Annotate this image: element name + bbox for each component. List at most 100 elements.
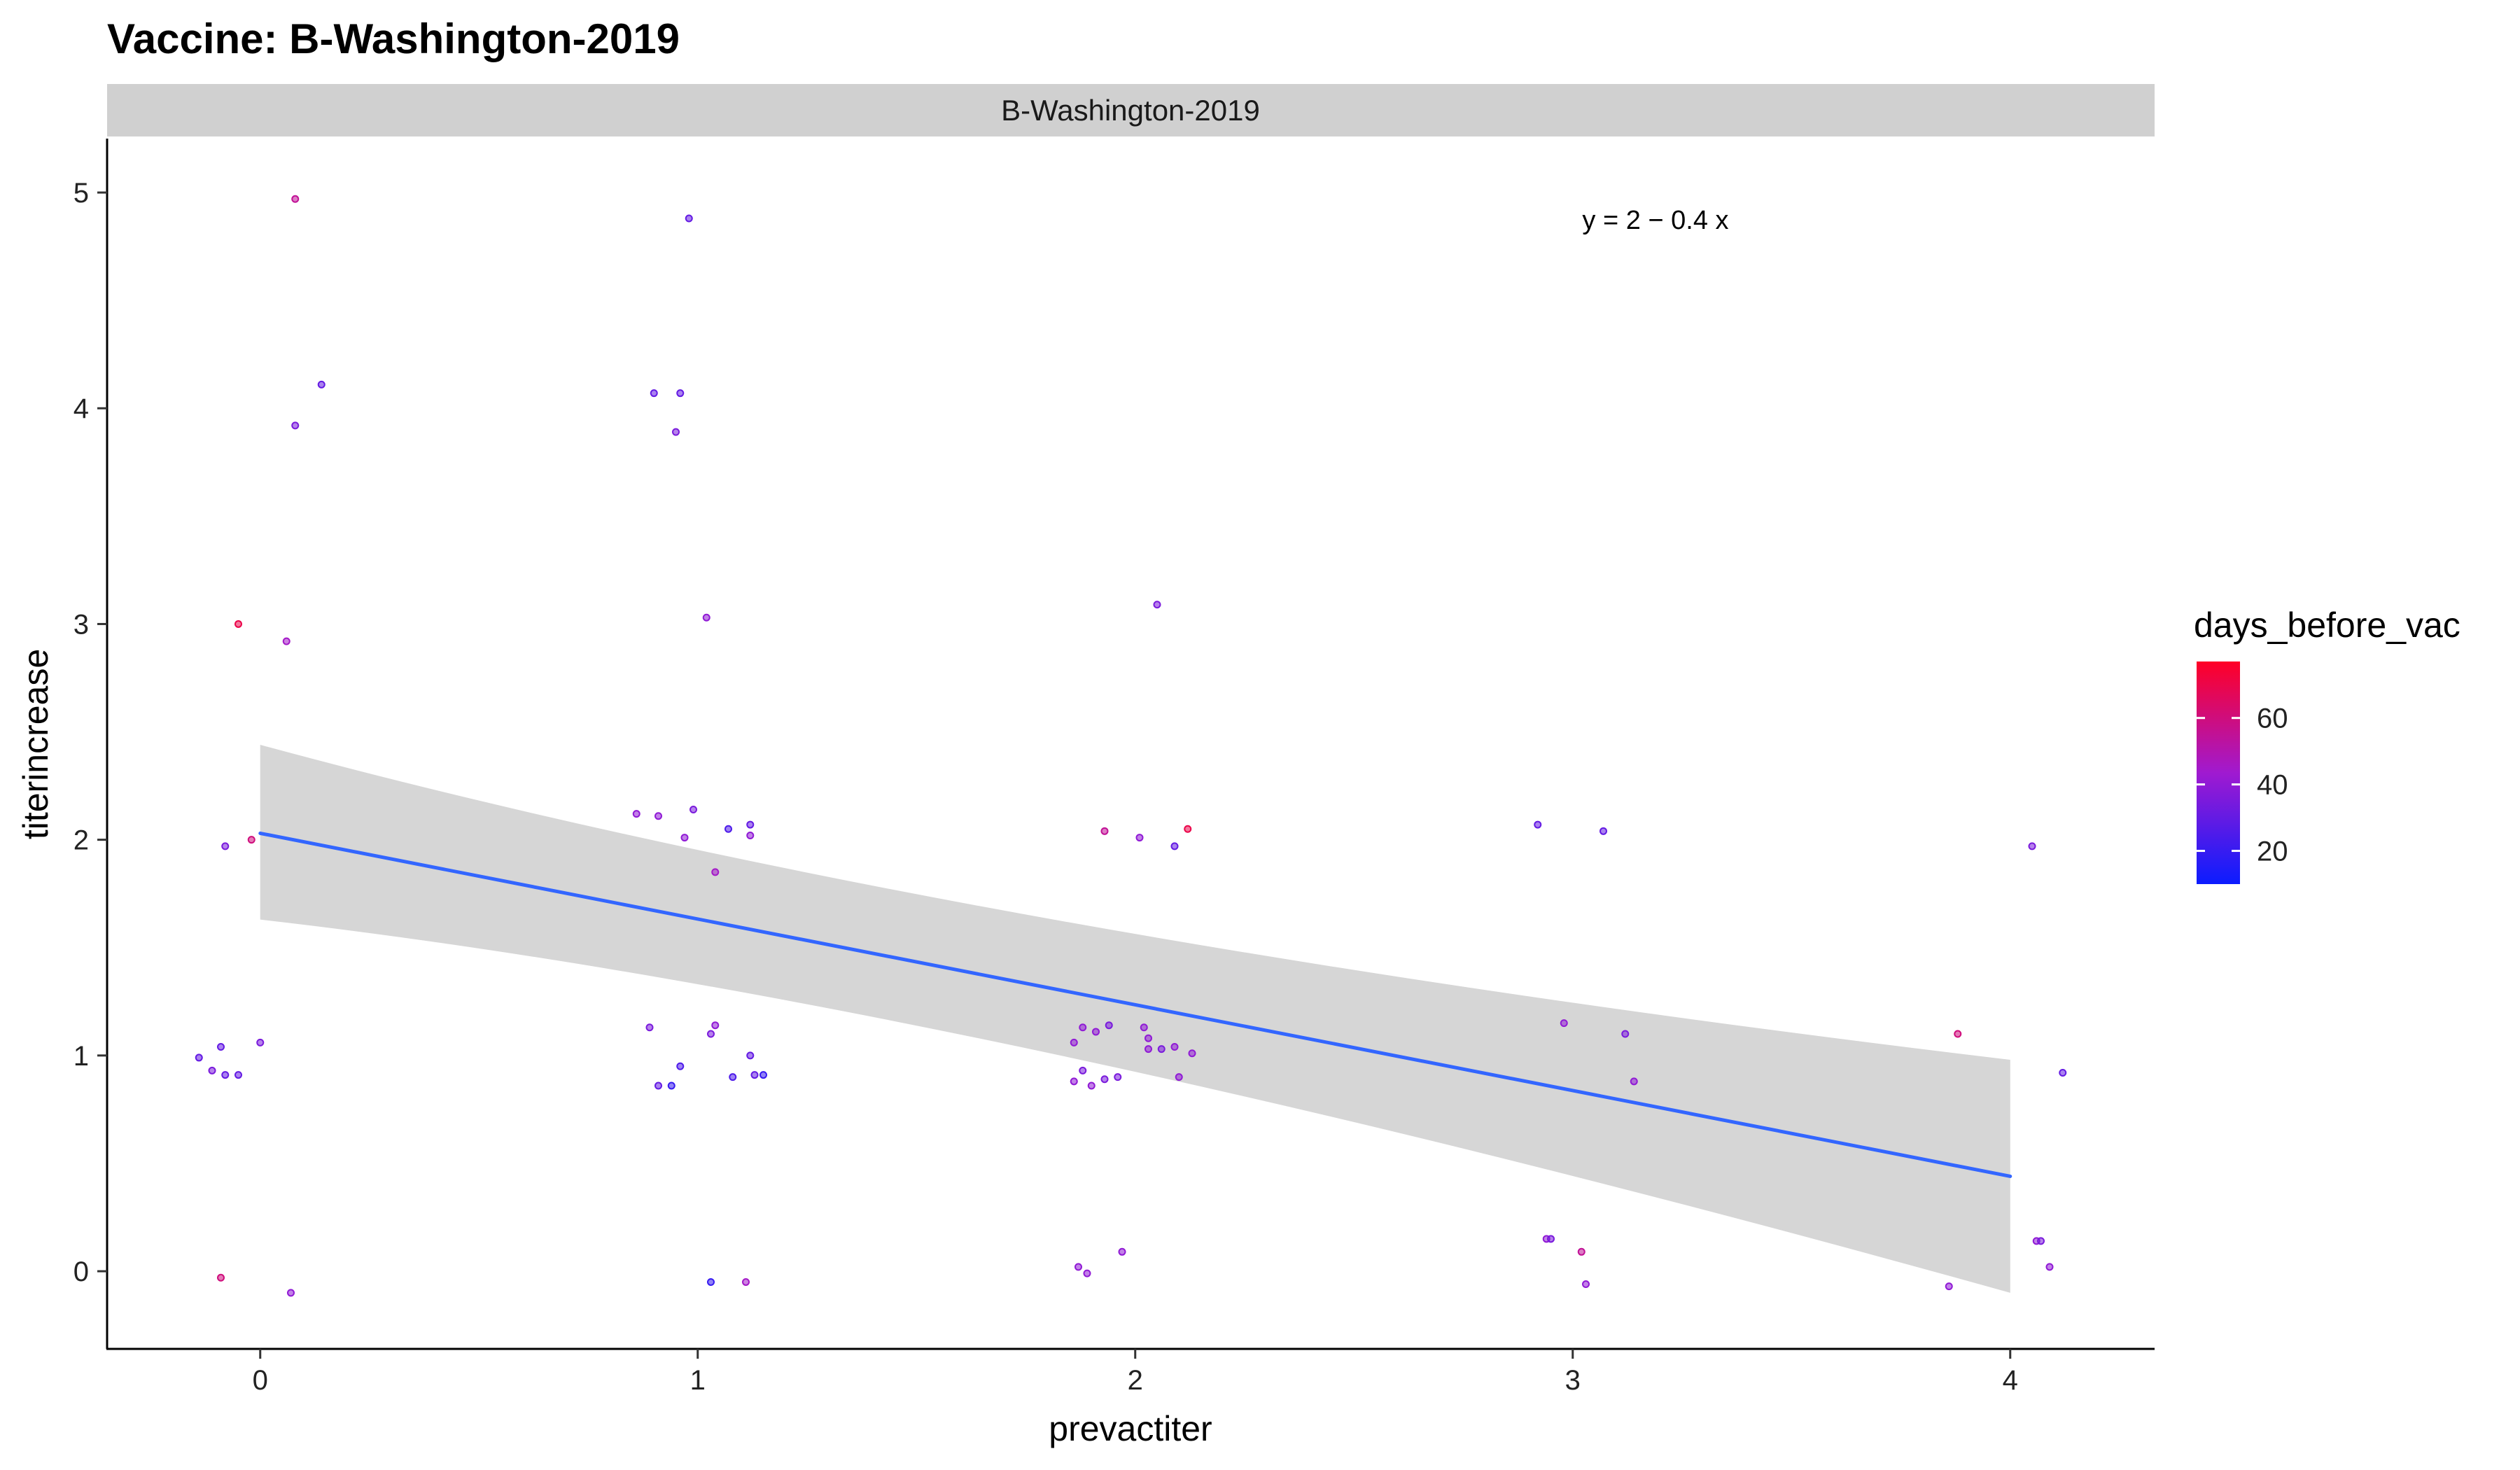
- data-point: [217, 1273, 225, 1282]
- data-point: [2045, 1263, 2054, 1271]
- data-point: [234, 1071, 242, 1079]
- chart-title: Vaccine: B-Washington-2019: [107, 15, 680, 62]
- data-point: [746, 1051, 755, 1060]
- x-tick-label: 0: [253, 1365, 268, 1396]
- data-point: [247, 836, 255, 844]
- data-point: [667, 1082, 676, 1090]
- data-point: [1547, 1235, 1555, 1243]
- data-point: [746, 831, 755, 839]
- y-axis-title: titerincrease: [16, 649, 55, 839]
- data-point: [1170, 1043, 1179, 1051]
- data-point: [1114, 1073, 1122, 1082]
- data-point: [291, 421, 300, 430]
- x-axis-title: prevactiter: [1049, 1409, 1212, 1448]
- data-point: [2059, 1069, 2067, 1077]
- x-tick-label: 4: [2003, 1365, 2018, 1396]
- data-point: [742, 1278, 750, 1286]
- data-point: [256, 1038, 265, 1046]
- data-point: [234, 620, 242, 628]
- data-point: [729, 1073, 737, 1082]
- data-point: [672, 428, 680, 436]
- data-point: [1188, 1049, 1196, 1058]
- data-point: [707, 1030, 715, 1038]
- facet-label: B-Washington-2019: [1001, 94, 1260, 127]
- data-point: [1621, 1030, 1630, 1038]
- data-point: [1175, 1073, 1183, 1082]
- data-point: [317, 380, 326, 388]
- confidence-band-layer: [260, 745, 2010, 1293]
- y-tick-label: 2: [74, 825, 89, 856]
- data-point: [632, 810, 640, 818]
- data-point: [1170, 842, 1179, 850]
- y-tick-label: 3: [74, 609, 89, 640]
- data-point: [654, 812, 662, 820]
- data-point: [1153, 601, 1161, 609]
- legend-ticks: 20 40 60: [2197, 704, 2288, 867]
- data-point: [1105, 1021, 1113, 1030]
- data-point: [685, 214, 693, 223]
- y-tick-label: 5: [74, 178, 89, 209]
- legend-colorbar: [2197, 662, 2240, 884]
- legend-tick-label: 60: [2257, 704, 2288, 734]
- data-point: [1600, 827, 1607, 835]
- data-point: [1070, 1038, 1078, 1046]
- x-tick-label: 3: [1565, 1365, 1581, 1396]
- data-point: [1560, 1019, 1568, 1028]
- facet-strip: [107, 84, 2155, 136]
- data-point: [1140, 1023, 1148, 1032]
- data-point: [1582, 1280, 1590, 1289]
- data-point: [1157, 1045, 1166, 1054]
- data-point: [1577, 1247, 1586, 1256]
- y-tick-label: 0: [74, 1256, 89, 1287]
- data-point: [287, 1289, 295, 1297]
- data-point: [195, 1054, 203, 1062]
- data-point: [645, 1023, 654, 1032]
- data-point: [760, 1071, 767, 1079]
- data-point: [282, 637, 290, 645]
- data-point: [690, 806, 697, 814]
- data-points-layer: [195, 195, 2067, 1297]
- data-point: [680, 834, 689, 842]
- data-point: [1079, 1066, 1087, 1074]
- data-point: [1074, 1263, 1082, 1271]
- data-point: [208, 1066, 216, 1074]
- legend-tick-label: 40: [2257, 770, 2288, 801]
- data-point: [711, 1021, 720, 1030]
- y-tick-label: 4: [74, 393, 89, 424]
- data-point: [1079, 1023, 1087, 1032]
- data-point: [676, 1062, 685, 1070]
- data-point: [1092, 1028, 1100, 1036]
- data-point: [2028, 842, 2036, 850]
- confidence-band: [260, 745, 2010, 1293]
- data-point: [711, 868, 720, 876]
- data-point: [1144, 1034, 1152, 1042]
- data-point: [1945, 1282, 1953, 1291]
- data-point: [1070, 1077, 1078, 1086]
- data-point: [217, 1043, 225, 1051]
- data-point: [650, 389, 658, 398]
- data-point: [1083, 1269, 1091, 1278]
- legend-title: days_before_vac: [2194, 606, 2460, 645]
- data-point: [724, 825, 732, 833]
- data-point: [746, 820, 755, 829]
- y-tick-label: 1: [74, 1041, 89, 1072]
- data-point: [1184, 825, 1192, 833]
- x-tick-label: 1: [690, 1365, 706, 1396]
- data-point: [707, 1278, 715, 1286]
- data-point: [654, 1082, 662, 1090]
- data-point: [1100, 1075, 1109, 1084]
- regression-line-layer: [258, 831, 2012, 1178]
- data-point: [221, 842, 230, 850]
- data-point: [2037, 1237, 2045, 1245]
- regression-equation: y = 2 − 0.4 x: [1582, 206, 1728, 235]
- data-point: [1135, 834, 1144, 842]
- data-point: [1630, 1077, 1638, 1086]
- x-axis-ticks: 0 1 2 3 4: [253, 1349, 2018, 1396]
- data-point: [676, 389, 685, 398]
- y-axis-ticks: 0 1 2 3 4 5: [74, 178, 107, 1287]
- x-tick-label: 2: [1128, 1365, 1143, 1396]
- data-point: [1087, 1082, 1096, 1090]
- data-point: [1144, 1045, 1152, 1054]
- data-point: [1534, 820, 1542, 829]
